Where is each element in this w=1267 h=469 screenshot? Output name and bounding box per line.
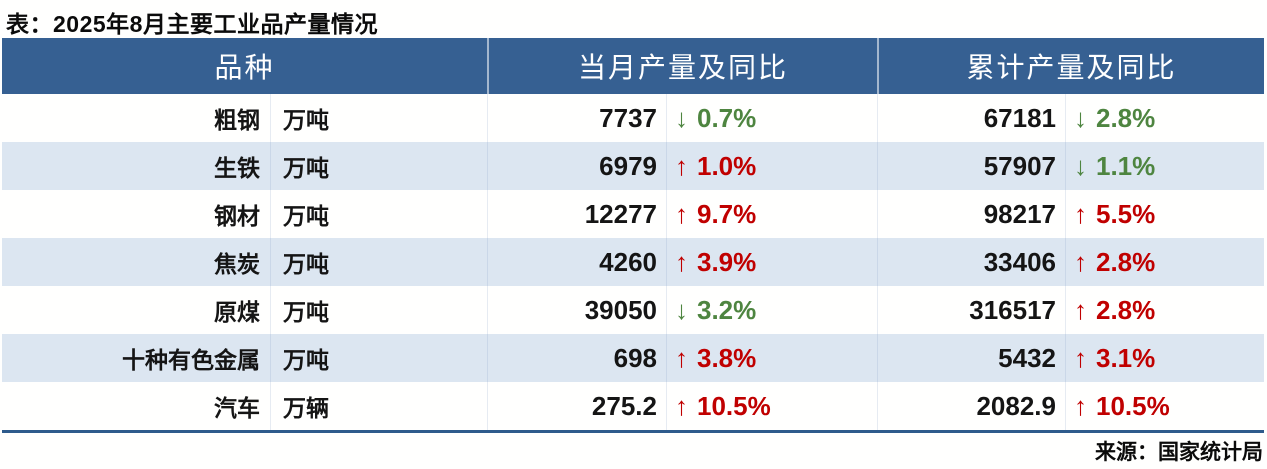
month-trend-arrow-icon: ↓ xyxy=(675,102,688,133)
month-value: 6979 xyxy=(487,142,666,190)
cumulative-change: ↑ 2.8% xyxy=(1065,238,1264,286)
product-name: 焦炭 xyxy=(214,251,260,277)
cumulative-percent: 2.8% xyxy=(1096,294,1156,325)
cumulative-value: 33406 xyxy=(877,238,1065,286)
product-unit: 万吨 xyxy=(270,142,487,190)
month-change: ↓ 3.2% xyxy=(666,286,877,334)
product-unit: 万吨 xyxy=(270,238,487,286)
table-body: 粗钢 万吨 7737 ↓ 0.7% 67181 ↓ 2.8% 生铁 万吨 697… xyxy=(2,94,1264,430)
table-row: 焦炭 万吨 4260 ↑ 3.9% 33406 ↑ 2.8% xyxy=(2,238,1264,286)
cumulative-change: ↑ 5.5% xyxy=(1065,190,1264,238)
cumulative-percent: 10.5% xyxy=(1096,390,1170,421)
product-unit: 万吨 xyxy=(270,286,487,334)
month-value: 4260 xyxy=(487,238,666,286)
cumulative-trend-arrow-icon: ↑ xyxy=(1074,246,1087,277)
cumulative-trend-arrow-icon: ↓ xyxy=(1074,102,1087,133)
month-trend-arrow-icon: ↑ xyxy=(675,390,688,421)
product-name: 原煤 xyxy=(214,299,260,325)
month-trend-arrow-icon: ↑ xyxy=(675,198,688,229)
month-change: ↑ 3.8% xyxy=(666,334,877,382)
table-row: 粗钢 万吨 7737 ↓ 0.7% 67181 ↓ 2.8% xyxy=(2,94,1264,142)
cumulative-trend-arrow-icon: ↑ xyxy=(1074,342,1087,373)
cumulative-percent: 3.1% xyxy=(1096,342,1156,373)
product-unit: 万吨 xyxy=(270,334,487,382)
month-change: ↑ 1.0% xyxy=(666,142,877,190)
cumulative-change: ↑ 3.1% xyxy=(1065,334,1264,382)
column-header-cumulative: 累计产量及同比 xyxy=(877,38,1264,94)
cumulative-trend-arrow-icon: ↑ xyxy=(1074,198,1087,229)
month-change: ↑ 10.5% xyxy=(666,382,877,430)
product-unit: 万辆 xyxy=(270,382,487,430)
month-change: ↑ 3.9% xyxy=(666,238,877,286)
cumulative-value: 316517 xyxy=(877,286,1065,334)
cumulative-percent: 1.1% xyxy=(1096,150,1156,181)
cumulative-change: ↓ 1.1% xyxy=(1065,142,1264,190)
product-name: 粗钢 xyxy=(214,107,260,133)
cumulative-trend-arrow-icon: ↑ xyxy=(1074,390,1087,421)
month-percent: 9.7% xyxy=(697,198,757,229)
product-name: 生铁 xyxy=(214,155,260,181)
industrial-output-table: 品种 当月产量及同比 累计产量及同比 粗钢 万吨 7737 ↓ 0.7% 671… xyxy=(2,38,1264,433)
month-percent: 3.9% xyxy=(697,246,757,277)
month-change: ↓ 0.7% xyxy=(666,94,877,142)
cumulative-percent: 5.5% xyxy=(1096,198,1156,229)
table-row: 十种有色金属 万吨 698 ↑ 3.8% 5432 ↑ 3.1% xyxy=(2,334,1264,382)
cumulative-value: 57907 xyxy=(877,142,1065,190)
cumulative-trend-arrow-icon: ↑ xyxy=(1074,294,1087,325)
month-trend-arrow-icon: ↑ xyxy=(675,150,688,181)
table-title: 表：2025年8月主要工业品产量情况 xyxy=(6,11,378,37)
column-header-month: 当月产量及同比 xyxy=(487,38,877,94)
cumulative-value: 67181 xyxy=(877,94,1065,142)
product-name: 十种有色金属 xyxy=(122,347,260,373)
month-percent: 3.2% xyxy=(697,294,757,325)
month-percent: 1.0% xyxy=(697,150,757,181)
month-percent: 3.8% xyxy=(697,342,757,373)
source-note: 来源：国家统计局 xyxy=(1095,441,1263,464)
month-value: 12277 xyxy=(487,190,666,238)
table-row: 生铁 万吨 6979 ↑ 1.0% 57907 ↓ 1.1% xyxy=(2,142,1264,190)
month-percent: 10.5% xyxy=(697,390,771,421)
cumulative-value: 98217 xyxy=(877,190,1065,238)
product-name: 汽车 xyxy=(214,395,260,421)
month-percent: 0.7% xyxy=(697,102,757,133)
table-row: 钢材 万吨 12277 ↑ 9.7% 98217 ↑ 5.5% xyxy=(2,190,1264,238)
product-unit: 万吨 xyxy=(270,94,487,142)
cumulative-percent: 2.8% xyxy=(1096,246,1156,277)
month-value: 275.2 xyxy=(487,382,666,430)
cumulative-change: ↑ 10.5% xyxy=(1065,382,1264,430)
column-header-variety: 品种 xyxy=(214,53,275,84)
table-row: 汽车 万辆 275.2 ↑ 10.5% 2082.9 ↑ 10.5% xyxy=(2,382,1264,430)
table-row: 原煤 万吨 39050 ↓ 3.2% 316517 ↑ 2.8% xyxy=(2,286,1264,334)
product-unit: 万吨 xyxy=(270,190,487,238)
month-trend-arrow-icon: ↑ xyxy=(675,246,688,277)
table-header-row: 品种 当月产量及同比 累计产量及同比 xyxy=(2,38,1264,94)
cumulative-value: 2082.9 xyxy=(877,382,1065,430)
cumulative-change: ↑ 2.8% xyxy=(1065,286,1264,334)
month-value: 698 xyxy=(487,334,666,382)
cumulative-percent: 2.8% xyxy=(1096,102,1156,133)
cumulative-change: ↓ 2.8% xyxy=(1065,94,1264,142)
month-value: 39050 xyxy=(487,286,666,334)
cumulative-value: 5432 xyxy=(877,334,1065,382)
cumulative-trend-arrow-icon: ↓ xyxy=(1074,150,1087,181)
product-name: 钢材 xyxy=(214,203,260,229)
month-trend-arrow-icon: ↑ xyxy=(675,342,688,373)
month-value: 7737 xyxy=(487,94,666,142)
month-trend-arrow-icon: ↓ xyxy=(675,294,688,325)
month-change: ↑ 9.7% xyxy=(666,190,877,238)
